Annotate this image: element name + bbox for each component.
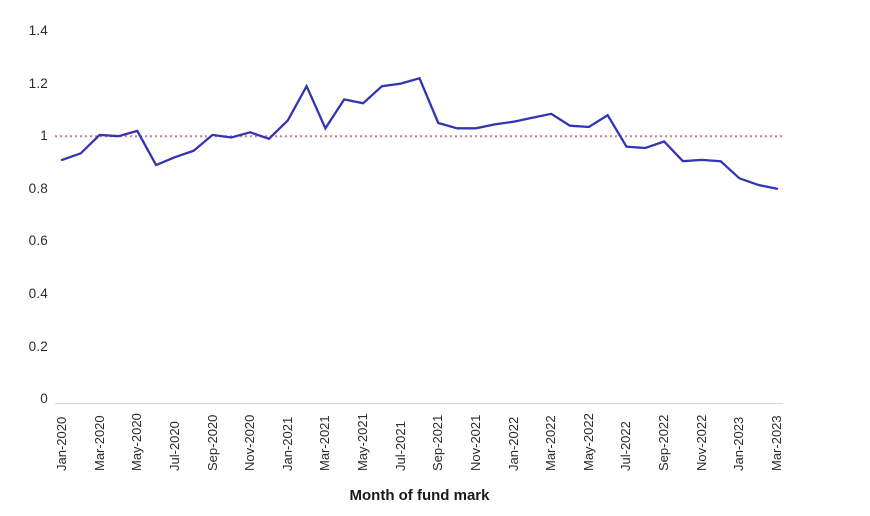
x-tick-label: Nov-2021 bbox=[467, 414, 483, 471]
x-tick-label: May-2020 bbox=[129, 413, 145, 471]
y-tick-label: 1 bbox=[40, 128, 48, 144]
x-tick-label: Sep-2020 bbox=[204, 414, 220, 471]
x-tick-label: Mar-2023 bbox=[769, 415, 784, 471]
x-tick-label: Sep-2022 bbox=[656, 414, 672, 471]
y-tick-label: 0.6 bbox=[28, 233, 48, 249]
y-tick-label: 1.4 bbox=[28, 23, 48, 38]
x-axis-title: Month of fund mark bbox=[349, 487, 490, 504]
series-line bbox=[60, 76, 779, 190]
x-tick-label: Jan-2020 bbox=[54, 416, 69, 471]
x-tick-label: Sep-2021 bbox=[430, 414, 446, 471]
x-tick-label: Jul-2020 bbox=[166, 421, 182, 471]
x-tick-label: Nov-2020 bbox=[242, 414, 258, 471]
y-tick-label: 0.2 bbox=[28, 338, 48, 354]
x-tick-label: Jul-2022 bbox=[618, 421, 634, 471]
x-tick-label: Mar-2021 bbox=[317, 415, 333, 471]
x-tick-label: Jan-2023 bbox=[731, 416, 747, 471]
x-tick-label: Mar-2022 bbox=[543, 415, 559, 471]
y-tick-label: 0.4 bbox=[28, 286, 48, 301]
x-tick-label: Jan-2022 bbox=[505, 416, 521, 471]
y-tick-label: 1.2 bbox=[28, 75, 48, 91]
x-tick-label: Jan-2021 bbox=[279, 416, 295, 471]
x-tick-label: May-2021 bbox=[355, 413, 371, 471]
x-tick-label: Mar-2020 bbox=[91, 415, 107, 471]
x-tick-label: Nov-2022 bbox=[693, 414, 709, 471]
x-tick-label: May-2022 bbox=[580, 413, 596, 471]
y-tick-label: 0 bbox=[40, 391, 48, 407]
x-tick-label: Jul-2021 bbox=[392, 421, 408, 471]
y-tick-label: 0.8 bbox=[28, 180, 48, 196]
